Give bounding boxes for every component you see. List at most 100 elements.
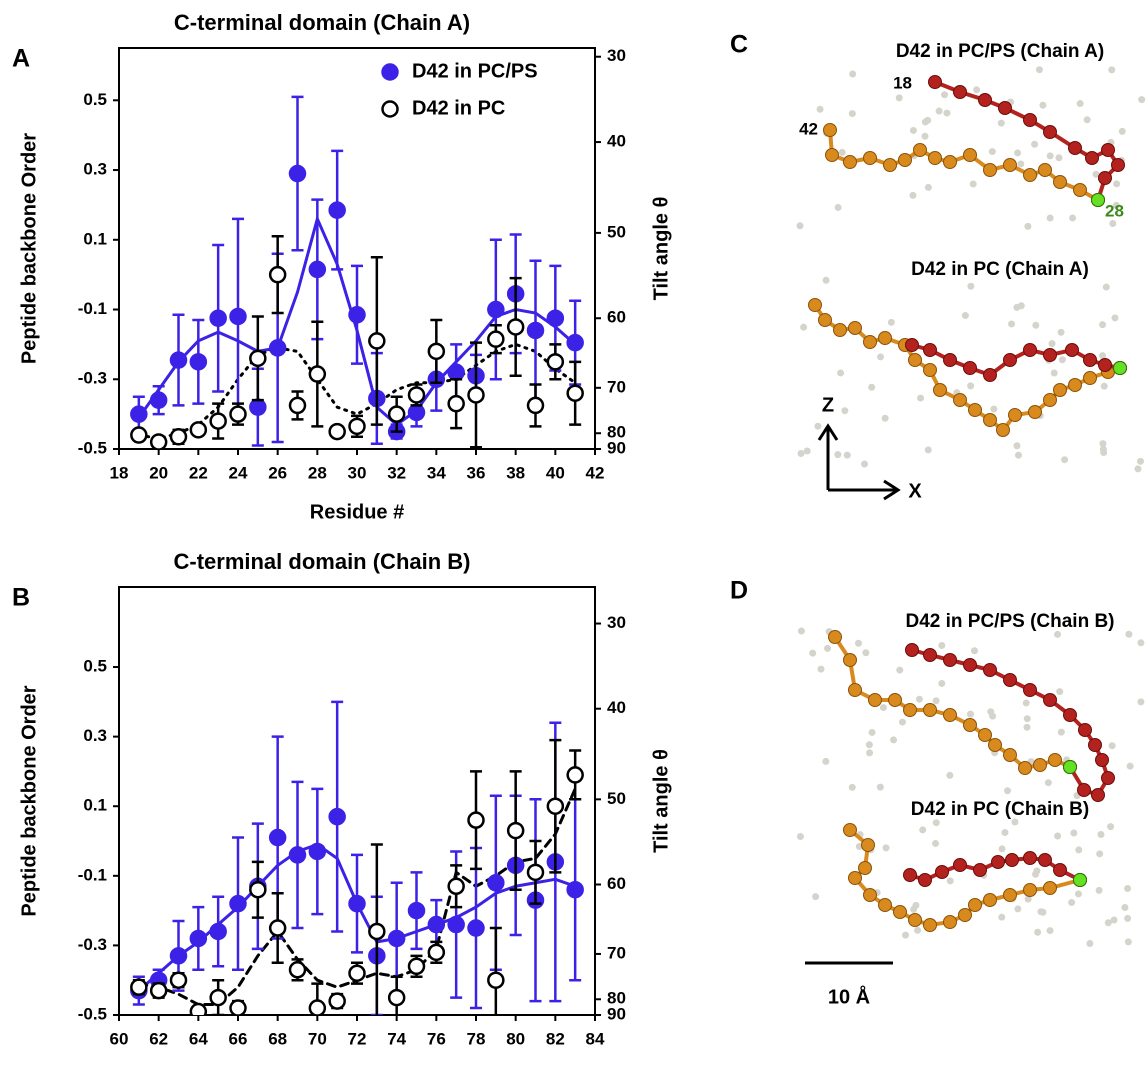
lipid-atom (902, 931, 910, 939)
residue-bead (983, 413, 997, 427)
data-point (546, 353, 565, 371)
y-tick-label: -0.3 (78, 369, 107, 388)
lipid-atom (1054, 832, 1062, 840)
residue-bead (923, 343, 937, 357)
residue-bead (878, 898, 892, 912)
residue-bead (1111, 158, 1125, 172)
residue-bead (973, 863, 987, 877)
x-tick-label: 62 (149, 1029, 168, 1048)
data-point (328, 992, 346, 1010)
residue-bead (998, 101, 1012, 115)
x-tick-label: 26 (268, 463, 287, 482)
data-point (526, 863, 545, 882)
lipid-atom (834, 203, 842, 211)
lipid-atom (1121, 903, 1129, 911)
residue-bead (963, 718, 977, 732)
legend-marker (381, 63, 399, 81)
residue-bead (1053, 383, 1067, 397)
lipid-atom (843, 451, 851, 459)
lipid-atom (1004, 787, 1012, 795)
data-point (268, 339, 287, 357)
residue-bead (1003, 158, 1017, 172)
y2-axis-label: Tilt angle θ (650, 197, 672, 301)
data-point (130, 405, 148, 423)
residue-bead (983, 163, 997, 177)
residue-bead (963, 658, 977, 672)
view-title: D42 in PC (Chain A) (911, 259, 1089, 280)
lipid-atom (1083, 116, 1091, 124)
residue-bead (923, 703, 937, 717)
lipid-atom (924, 446, 932, 454)
residue-bead (1028, 405, 1042, 419)
backbone (828, 129, 1099, 202)
data-point (149, 433, 168, 449)
lipid-atom (917, 394, 925, 402)
lipid-atom (877, 353, 885, 361)
data-point (487, 330, 505, 348)
lipid-atom (909, 191, 917, 199)
lipid-atom (921, 118, 929, 126)
data-point (130, 426, 148, 444)
lipid-atom (1096, 850, 1104, 858)
lipid-atom (1058, 356, 1066, 364)
residue-bead (868, 693, 882, 707)
x-tick-label: 70 (308, 1029, 327, 1048)
lipid-atom (938, 679, 946, 687)
lipid-atom (838, 148, 846, 156)
lipid-atom (1034, 928, 1042, 936)
data-point (467, 811, 485, 829)
data-point (328, 422, 346, 441)
residue-bead (1023, 113, 1037, 127)
lipid-atom (1100, 448, 1108, 456)
residue-bead (943, 155, 957, 169)
data-point (487, 300, 505, 319)
lipid-atom (866, 749, 874, 757)
lipid-atom (1055, 154, 1063, 162)
lipid-atom (1137, 698, 1145, 706)
y-tick-label: -0.1 (78, 865, 107, 884)
data-point (229, 999, 247, 1015)
data-point (328, 807, 346, 826)
data-point (546, 309, 565, 327)
lipid-atom (800, 323, 808, 331)
residue-bead (928, 151, 942, 165)
backbone (813, 303, 1121, 433)
residue-bead (1023, 883, 1037, 897)
panel-letter: D (730, 577, 748, 605)
residue-bead (923, 648, 937, 662)
lipid-atom (1104, 919, 1112, 927)
residue-bead (968, 898, 982, 912)
lipid-atom (1095, 886, 1103, 894)
data-point (506, 821, 525, 840)
residue-bead (918, 873, 932, 887)
lipid-atom (1024, 895, 1032, 903)
lipid-atom (1107, 823, 1115, 831)
residue-bead (1053, 175, 1067, 189)
data-point (169, 428, 188, 446)
x-tick-label: 72 (348, 1029, 367, 1048)
lipid-atom (1110, 916, 1118, 924)
data-point (487, 874, 505, 892)
residue-bead (968, 403, 982, 417)
lipid-atom (1069, 214, 1077, 222)
x-tick-label: 80 (506, 1029, 525, 1048)
view-title: D42 in PC (Chain B) (911, 799, 1089, 820)
lipid-atom (881, 414, 889, 422)
data-point (387, 988, 406, 1007)
lipid-atom (1017, 302, 1025, 310)
residue-bead (991, 855, 1005, 869)
y-tick-label: 0.3 (83, 160, 107, 179)
lipid-atom (1124, 914, 1132, 922)
data-point (467, 919, 485, 937)
lipid-atom (1099, 321, 1107, 329)
lipid-atom (935, 107, 943, 115)
lipid-atom (816, 105, 824, 113)
lipid-atom (921, 132, 929, 140)
x-tick-label: 82 (546, 1029, 565, 1048)
residue-bead (1101, 771, 1115, 785)
panel-letter: C (730, 31, 748, 59)
chart-title: C-terminal domain (Chain B) (173, 549, 470, 574)
lipid-atom (910, 905, 918, 913)
residue-bead (905, 643, 919, 657)
data-point (209, 309, 227, 327)
